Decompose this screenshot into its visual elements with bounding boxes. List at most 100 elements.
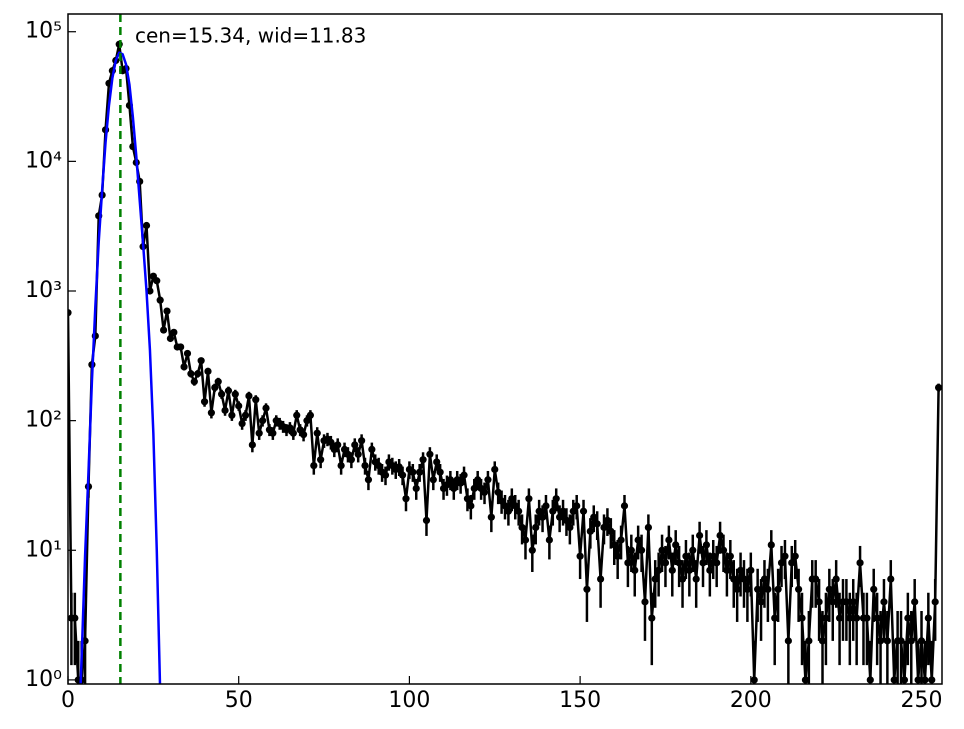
data-point bbox=[917, 637, 926, 645]
data-point bbox=[545, 536, 553, 544]
data-point bbox=[596, 575, 605, 583]
data-point bbox=[897, 637, 905, 645]
data-point bbox=[634, 536, 642, 544]
data-point bbox=[310, 461, 318, 470]
data-point bbox=[569, 507, 577, 515]
data-point bbox=[562, 516, 571, 525]
data-point bbox=[767, 541, 775, 549]
data-point bbox=[709, 552, 717, 560]
data-point bbox=[542, 502, 550, 510]
data-point bbox=[429, 476, 437, 484]
data-point bbox=[231, 390, 239, 398]
data-point bbox=[262, 404, 270, 412]
data-point bbox=[156, 296, 164, 304]
data-point bbox=[194, 370, 202, 378]
data-point bbox=[730, 575, 738, 583]
data-point bbox=[641, 598, 649, 606]
data-point bbox=[538, 513, 547, 521]
data-point bbox=[648, 614, 656, 622]
data-point bbox=[835, 614, 844, 622]
data-point bbox=[474, 476, 482, 484]
plot-frame bbox=[67, 13, 943, 685]
data-point bbox=[508, 495, 516, 503]
data-point bbox=[549, 507, 557, 515]
data-point bbox=[866, 676, 874, 684]
data-point bbox=[764, 585, 772, 593]
y-tick-label: 10² bbox=[25, 408, 62, 433]
data-point bbox=[921, 676, 929, 684]
y-tick-label: 10⁴ bbox=[25, 148, 62, 173]
data-point bbox=[795, 585, 803, 593]
data-point bbox=[204, 367, 212, 375]
data-point bbox=[631, 566, 639, 574]
data-point bbox=[887, 575, 895, 583]
data-point bbox=[624, 559, 632, 567]
data-point bbox=[317, 456, 325, 464]
data-point bbox=[675, 559, 683, 567]
data-point bbox=[617, 536, 625, 544]
data-point bbox=[286, 424, 294, 432]
data-point bbox=[883, 637, 891, 645]
data-point bbox=[381, 471, 390, 479]
data-point bbox=[815, 598, 823, 606]
data-point bbox=[801, 676, 810, 684]
data-point bbox=[146, 287, 154, 295]
data-point bbox=[627, 546, 635, 554]
data-point bbox=[791, 552, 799, 560]
data-point bbox=[467, 502, 475, 510]
data-point bbox=[528, 546, 536, 554]
data-point bbox=[351, 441, 359, 449]
data-point bbox=[535, 507, 543, 515]
data-point bbox=[313, 429, 321, 437]
data-point bbox=[552, 495, 560, 503]
data-point bbox=[559, 507, 567, 515]
data-point bbox=[566, 523, 574, 532]
data-point bbox=[774, 585, 782, 593]
data-point bbox=[556, 513, 564, 521]
data-point bbox=[924, 614, 932, 622]
data-point bbox=[402, 495, 410, 503]
data-point bbox=[289, 429, 297, 437]
data-point bbox=[678, 575, 687, 583]
data-point bbox=[723, 566, 731, 574]
data-point bbox=[221, 406, 229, 414]
data-point bbox=[457, 479, 465, 487]
data-point bbox=[771, 614, 779, 622]
data-point bbox=[583, 585, 591, 593]
data-point bbox=[665, 536, 673, 544]
data-point bbox=[450, 484, 458, 493]
data-point bbox=[460, 471, 468, 479]
data-point bbox=[573, 502, 581, 510]
data-point bbox=[846, 614, 854, 622]
data-point bbox=[166, 334, 175, 343]
data-point bbox=[757, 598, 765, 606]
data-point bbox=[224, 387, 233, 395]
data-point bbox=[228, 411, 236, 419]
data-point bbox=[518, 523, 526, 532]
data-point bbox=[747, 566, 755, 574]
data-point bbox=[412, 484, 420, 493]
data-point bbox=[187, 370, 195, 378]
data-point bbox=[361, 461, 369, 470]
data-point bbox=[491, 465, 499, 474]
plot-layer bbox=[68, 14, 942, 684]
data-point bbox=[200, 398, 209, 406]
data-point bbox=[337, 461, 345, 470]
data-point bbox=[515, 507, 523, 515]
data-point bbox=[303, 417, 311, 425]
data-point bbox=[177, 343, 185, 351]
data-point bbox=[484, 476, 492, 484]
x-tick-label: 0 bbox=[61, 688, 75, 713]
data-point bbox=[183, 349, 192, 358]
data-point bbox=[610, 541, 618, 549]
data-point bbox=[907, 637, 915, 645]
data-point bbox=[607, 527, 615, 535]
data-point bbox=[511, 502, 519, 510]
data-point bbox=[849, 598, 857, 606]
data-point bbox=[706, 566, 714, 574]
data-point bbox=[259, 417, 267, 425]
data-point bbox=[829, 598, 837, 606]
data-point bbox=[696, 531, 704, 540]
data-point bbox=[207, 409, 215, 417]
data-point bbox=[832, 575, 840, 583]
